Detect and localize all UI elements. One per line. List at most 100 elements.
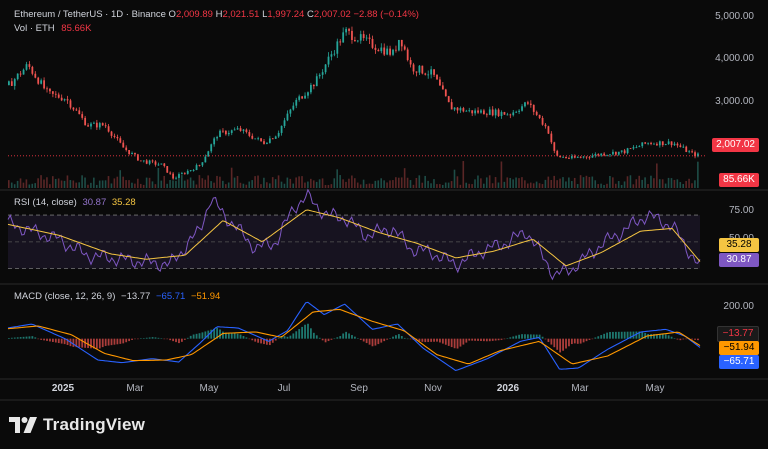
- volume-bar: [280, 181, 283, 188]
- time-axis-tick: Nov: [424, 383, 442, 394]
- macd-histogram-bar: [37, 338, 40, 340]
- macd-histogram-bar: [409, 338, 412, 340]
- macd-histogram-bar: [568, 338, 570, 347]
- candle-body: [183, 173, 186, 174]
- macd-histogram-bar: [312, 332, 315, 339]
- candle-body: [359, 34, 362, 41]
- candle-body: [239, 128, 242, 131]
- macd-histogram-bar: [110, 338, 113, 346]
- macd-histogram-bar: [295, 331, 298, 339]
- candle-body: [201, 162, 204, 166]
- time-axis-tick: May: [199, 383, 219, 394]
- macd-histogram-bar: [16, 337, 19, 339]
- candle-body: [356, 40, 359, 42]
- macd-histogram-bar: [166, 338, 169, 340]
- volume-bar: [632, 184, 635, 188]
- rsi-ma-line: [7, 209, 701, 267]
- volume-bar: [421, 182, 424, 188]
- volume-bar: [377, 180, 380, 188]
- volume-bar: [186, 179, 189, 188]
- candle-body: [87, 125, 89, 127]
- macd-histogram-bar: [242, 336, 245, 339]
- volume-bar: [142, 184, 145, 188]
- macd-histogram-bar: [172, 338, 175, 342]
- candle-body: [568, 158, 570, 159]
- symbol-title[interactable]: Ethereum / TetherUS · 1D · Binance: [14, 9, 166, 20]
- candle-body: [327, 56, 330, 65]
- volume-bar: [544, 179, 547, 188]
- volume-bar: [175, 180, 177, 188]
- macd-histogram-bar: [169, 338, 172, 341]
- candle-body: [691, 151, 694, 153]
- candle-body: [620, 150, 623, 152]
- macd-histogram-bar: [576, 338, 579, 344]
- volume-bar: [418, 175, 421, 188]
- volume-bar: [87, 184, 89, 188]
- macd-histogram-bar: [629, 331, 632, 339]
- volume-bar: [529, 182, 532, 188]
- macd-histogram-bar: [377, 338, 380, 345]
- macd-histogram-bar: [95, 338, 98, 349]
- volume-bar: [444, 182, 447, 188]
- macd-histogram-bar: [562, 338, 564, 351]
- ohlc-legend: Ethereum / TetherUS · 1D · Binance O2,00…: [14, 9, 419, 20]
- volume-bar: [148, 177, 151, 188]
- volume-bar: [609, 175, 611, 188]
- candle-body: [195, 165, 198, 171]
- brand-name: TradingView: [43, 415, 146, 434]
- volume-bar: [169, 180, 171, 188]
- candle-body: [544, 124, 547, 127]
- macd-histogram-bar: [585, 338, 588, 342]
- candle-body: [427, 74, 430, 76]
- macd-histogram-bar: [685, 338, 688, 340]
- volume-bar: [128, 180, 130, 188]
- macd-histogram-bar: [450, 338, 453, 348]
- time-axis-tick: May: [645, 383, 665, 394]
- macd-histogram-bar: [670, 336, 673, 339]
- volume-bar: [617, 181, 620, 188]
- volume-bar: [679, 182, 682, 188]
- macd-histogram-bar: [345, 331, 348, 339]
- open-value: 2,009.89: [175, 9, 213, 20]
- macd-histogram-bar: [43, 338, 45, 341]
- candle-body: [242, 129, 245, 131]
- macd-histogram-bar: [134, 338, 136, 340]
- candle-body: [213, 138, 216, 145]
- macd-histogram-bar: [565, 338, 567, 349]
- volume-bar: [125, 180, 127, 188]
- macd-label[interactable]: MACD (close, 12, 26, 9): [14, 291, 116, 302]
- volume-bar: [216, 175, 218, 188]
- candle-body: [245, 129, 248, 133]
- volume-bar: [354, 178, 356, 188]
- macd-histogram-bar: [374, 338, 377, 346]
- volume-bar: [69, 180, 72, 188]
- rsi-legend: RSI (14, close) 30.87 35.28: [14, 197, 136, 208]
- volume-bar: [268, 183, 271, 188]
- candle-body: [656, 143, 658, 146]
- candle-body: [189, 170, 192, 171]
- candle-body: [69, 100, 72, 108]
- tradingview-logo-icon: [9, 417, 37, 433]
- macd-histogram-bar: [245, 337, 248, 339]
- candle-body: [661, 141, 664, 146]
- macd-histogram-bar: [227, 332, 230, 339]
- volume-bar: [682, 184, 685, 188]
- volume-bar: [465, 182, 468, 188]
- candle-body: [588, 157, 591, 159]
- candle-body: [506, 114, 509, 116]
- macd-histogram-bar: [485, 338, 488, 342]
- macd-histogram-bar: [10, 337, 13, 339]
- macd-histogram-bar: [359, 338, 362, 340]
- tradingview-logo[interactable]: TradingView: [9, 414, 145, 436]
- volume-bar: [13, 184, 16, 188]
- candle-body: [163, 163, 166, 167]
- macd-histogram-bar: [474, 338, 477, 341]
- candle-body: [573, 156, 576, 158]
- candle-body: [424, 73, 427, 75]
- volume-bar: [283, 183, 286, 188]
- macd-histogram-bar: [63, 338, 66, 345]
- candle-body: [230, 130, 233, 133]
- macd-histogram-bar: [298, 329, 301, 339]
- rsi-label[interactable]: RSI (14, close): [14, 197, 77, 208]
